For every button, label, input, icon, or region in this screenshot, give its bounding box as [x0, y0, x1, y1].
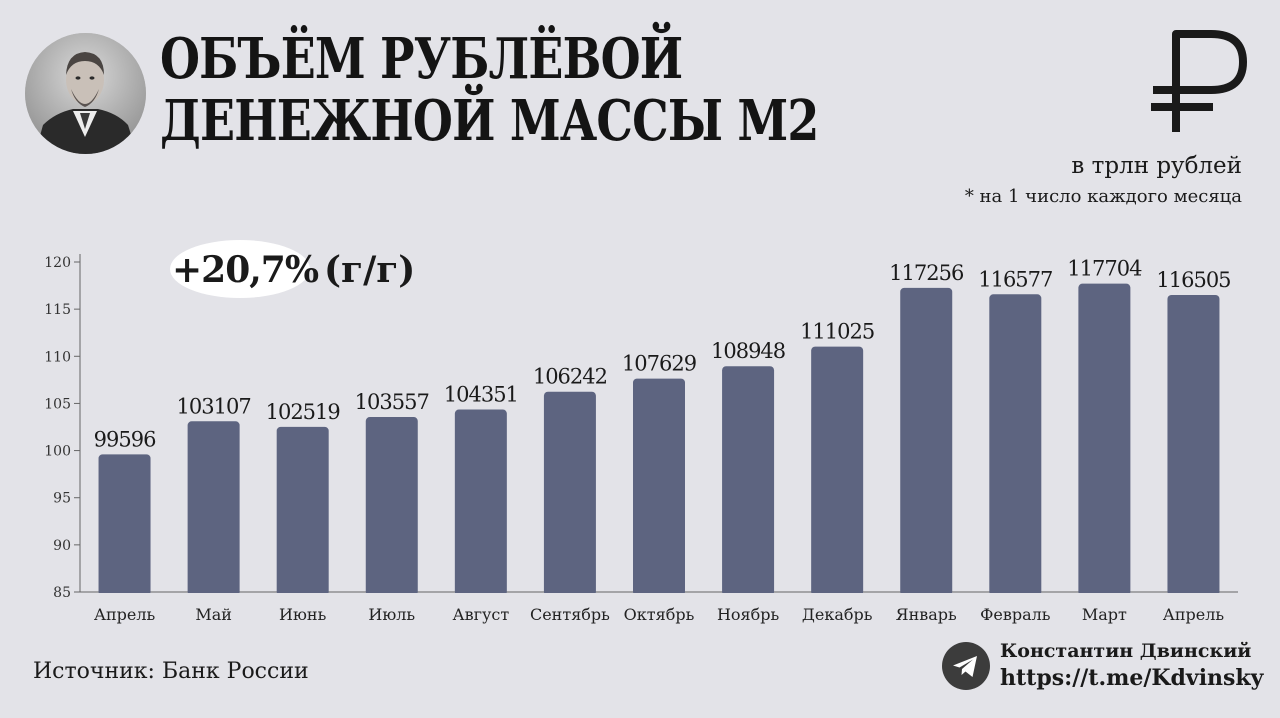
y-tick-label: 120 — [44, 255, 71, 271]
bar-data-label: 108948 — [711, 339, 785, 363]
x-category-label: Ноябрь — [717, 605, 780, 624]
x-category-label: Январь — [896, 605, 957, 624]
portrait-photo — [25, 33, 146, 154]
bar-data-label: 117704 — [1067, 257, 1142, 281]
bar — [900, 287, 953, 596]
y-tick-label: 100 — [44, 444, 71, 460]
x-category-label: Октябрь — [624, 605, 695, 624]
x-category-label: Март — [1082, 605, 1127, 624]
title-line-1: ОБЪЁМ РУБЛЁВОЙ — [160, 26, 683, 92]
x-category-label: Апрель — [1163, 605, 1225, 624]
bar — [1078, 283, 1131, 596]
bar — [187, 421, 240, 596]
bar-data-label: 107629 — [622, 352, 696, 376]
bar-data-label: 117256 — [889, 261, 964, 285]
growth-value: +20,7% — [172, 249, 319, 291]
author-block: Константин Двинский https://t.me/Kdvinsk… — [942, 638, 1263, 694]
y-tick-label: 90 — [53, 538, 71, 554]
bar — [722, 366, 775, 596]
bar — [98, 454, 151, 596]
source-note: Источник: Банк России — [33, 659, 309, 684]
bar-data-label: 106242 — [533, 365, 607, 389]
bar-data-label: 103557 — [355, 390, 429, 414]
footnote: * на 1 число каждого месяца — [964, 186, 1242, 207]
bar-data-label: 103107 — [177, 394, 251, 418]
bar-data-label: 116577 — [978, 267, 1052, 291]
x-category-label: Июнь — [279, 605, 327, 624]
bar — [633, 378, 685, 596]
x-category-label: Июль — [368, 605, 415, 624]
bar-data-label: 102519 — [266, 400, 340, 424]
x-category-label: Август — [452, 605, 509, 624]
y-tick-label: 110 — [44, 349, 71, 365]
author-link[interactable]: https://t.me/Kdvinsky — [1000, 665, 1264, 691]
y-tick-label: 95 — [53, 491, 71, 507]
page-title: ОБЪЁМ РУБЛЁВОЙ ДЕНЕЖНОЙ МАССЫ М2 — [160, 28, 819, 152]
bar-data-label: 116505 — [1156, 268, 1230, 292]
bar — [543, 391, 596, 596]
bar — [365, 417, 418, 596]
bar — [454, 409, 507, 596]
ruble-sign-icon — [1151, 30, 1247, 132]
telegram-icon[interactable] — [942, 642, 990, 690]
x-category-label: Май — [195, 605, 232, 624]
bar — [989, 294, 1042, 596]
bar — [811, 346, 864, 596]
growth-badge — [170, 240, 310, 298]
x-category-label: Сентябрь — [530, 605, 610, 624]
bar — [276, 426, 329, 596]
bar-data-label: 104351 — [444, 383, 518, 407]
y-tick-label: 105 — [44, 396, 71, 412]
y-tick-label: 85 — [53, 585, 71, 601]
x-category-label: Апрель — [94, 605, 156, 624]
unit-note: в трлн рублей * на 1 число каждого месяц… — [965, 150, 1242, 212]
bar-data-label: 111025 — [800, 320, 874, 344]
bar-data-label: 99596 — [94, 427, 156, 451]
y-tick-label: 115 — [44, 302, 71, 318]
growth-unit: (г/г) — [324, 249, 416, 291]
title-line-2: ДЕНЕЖНОЙ МАССЫ М2 — [160, 88, 819, 154]
x-category-label: Декабрь — [802, 605, 873, 624]
bar — [1167, 294, 1220, 596]
x-category-label: Февраль — [980, 605, 1051, 624]
author-name: Константин Двинский — [1000, 640, 1252, 662]
units-label: в трлн рублей — [1071, 153, 1242, 179]
axis-mask — [81, 593, 1239, 598]
